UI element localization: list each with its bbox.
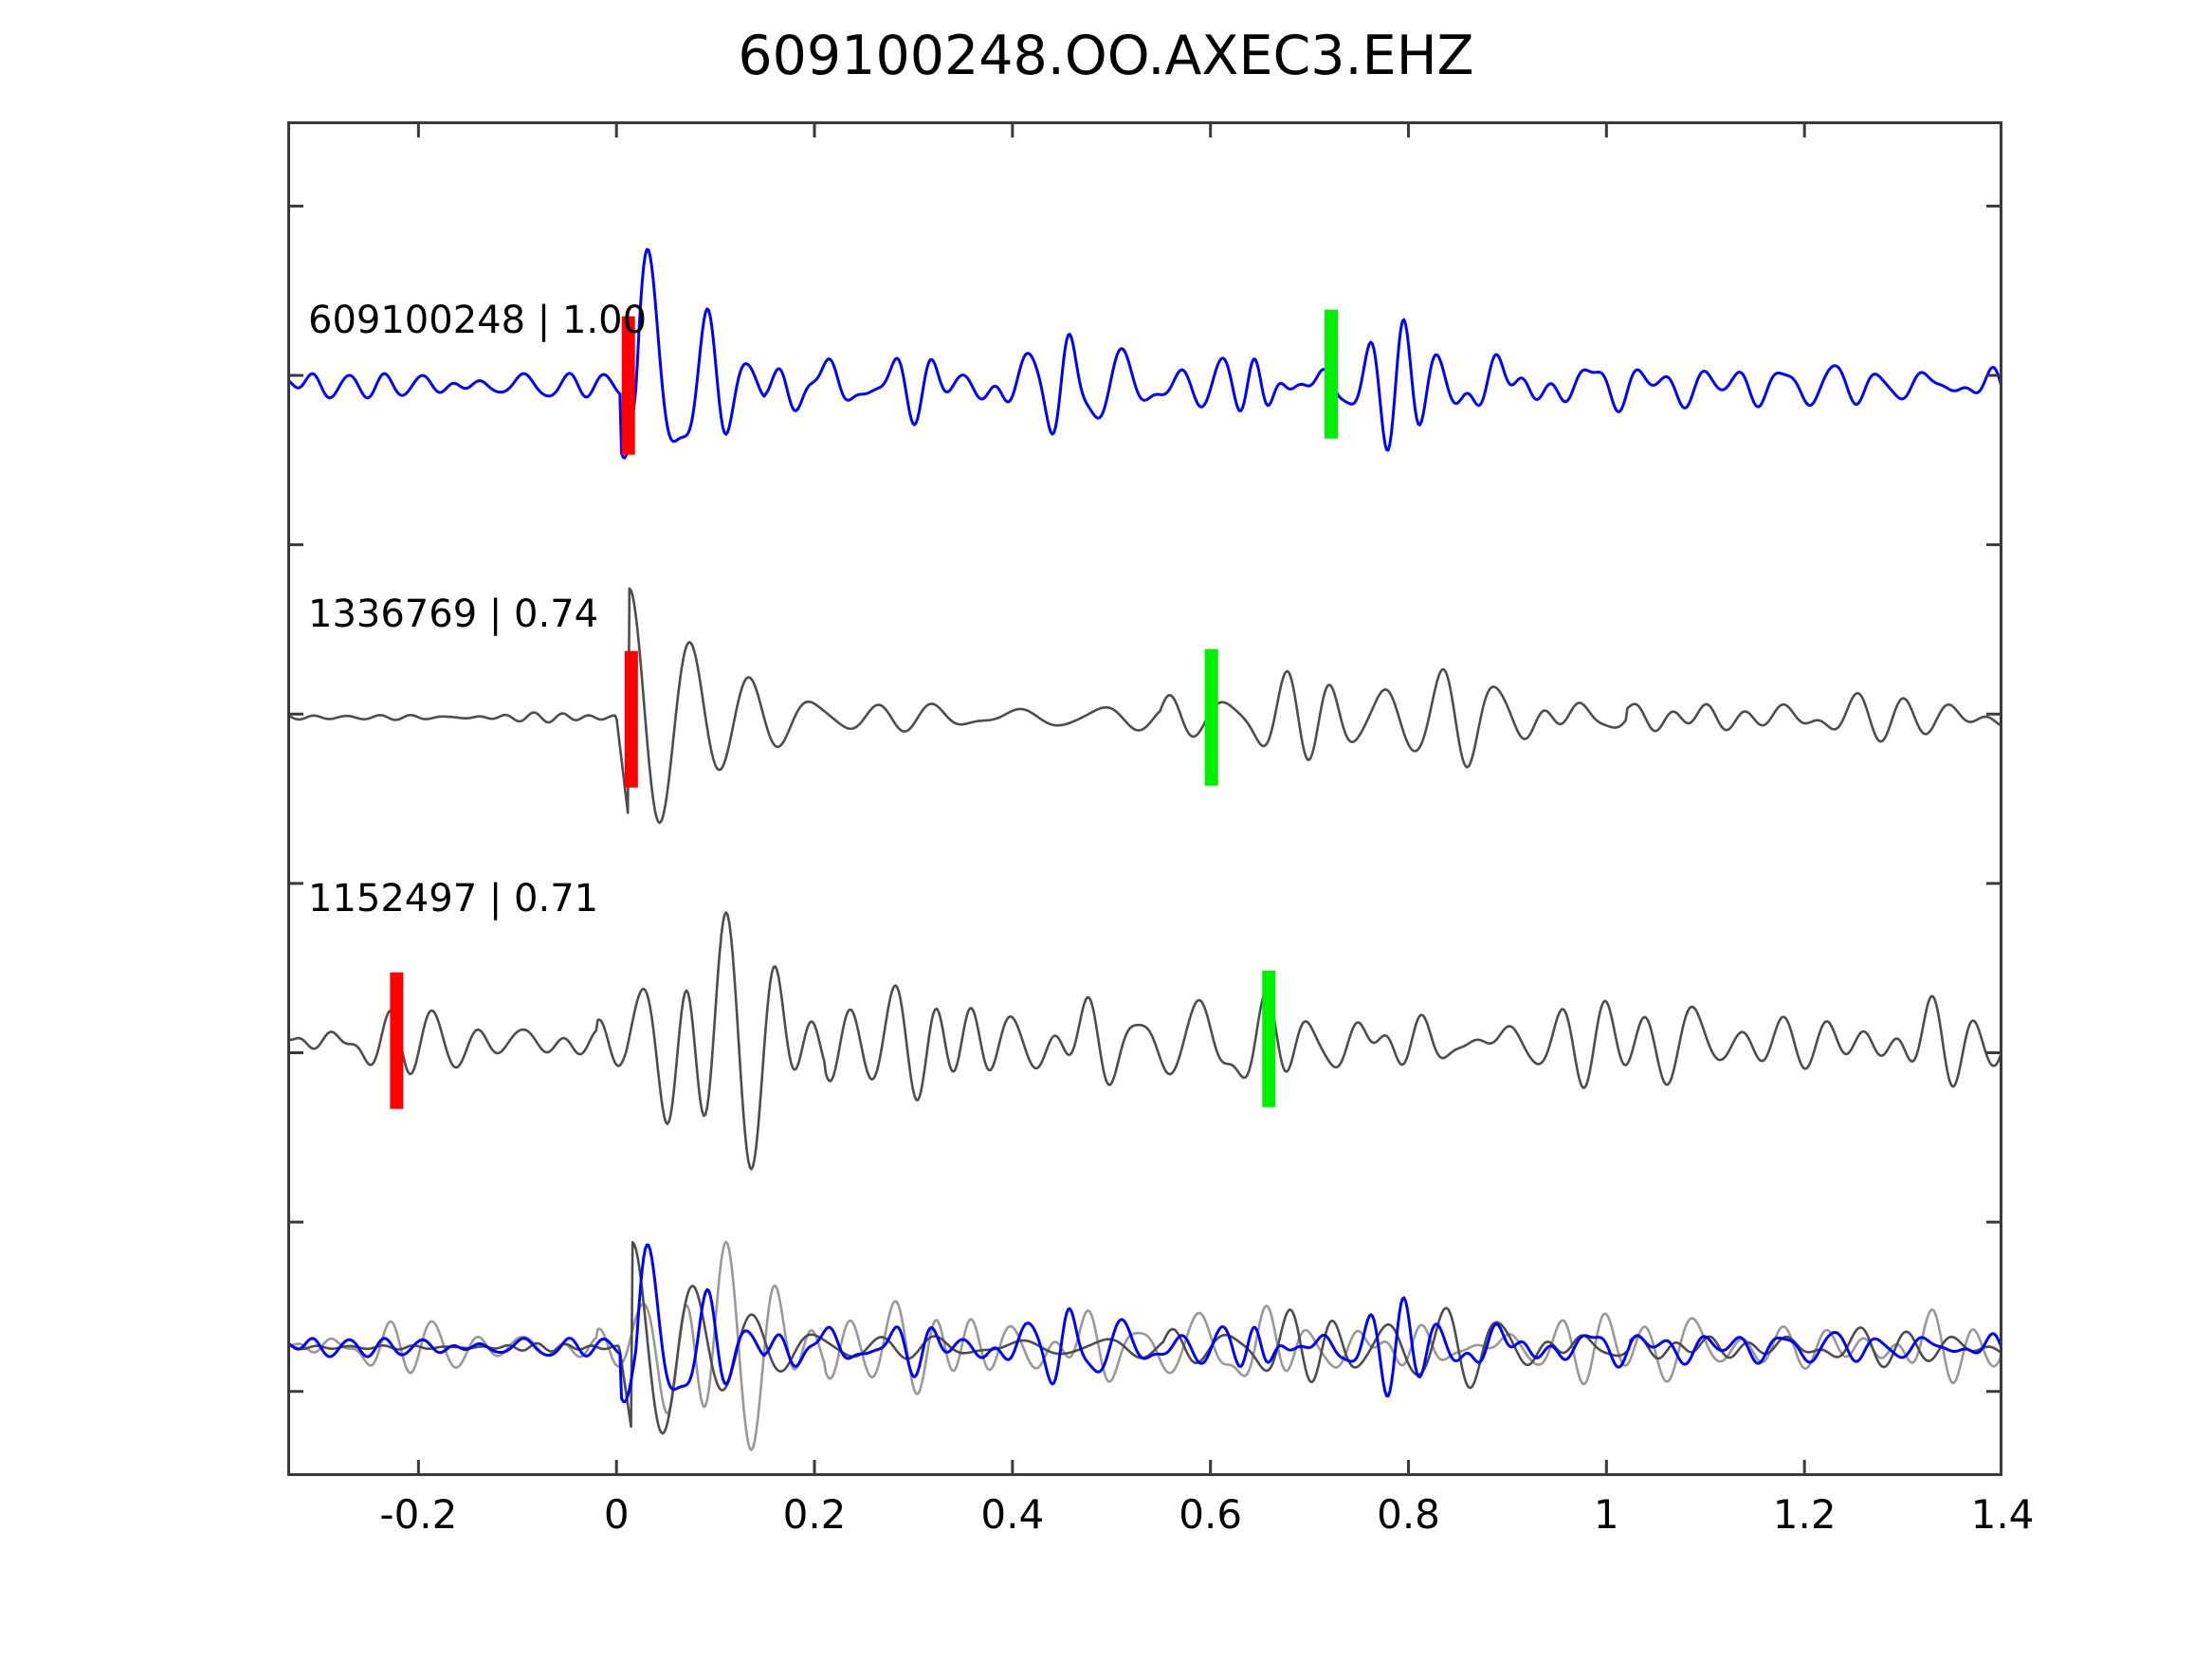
pick-marker-red-1 xyxy=(624,650,638,788)
pick-marker-green-2 xyxy=(1262,970,1276,1107)
overlay-trace-1152497 xyxy=(287,1240,2002,1451)
x-tick-label-5: 0.8 xyxy=(1377,1491,1440,1538)
trace-label-0: 609100248 | 1.00 xyxy=(308,299,648,342)
pick-marker-green-1 xyxy=(1204,648,1218,786)
x-tick-label-4: 0.6 xyxy=(1179,1491,1243,1538)
pick-marker-red-2 xyxy=(390,972,404,1109)
x-tick-label-1: 0 xyxy=(603,1491,630,1538)
x-tick-label-8: 1.4 xyxy=(1970,1491,2035,1538)
pick-marker-green-0 xyxy=(1325,309,1339,439)
plot-axes: 609100248 | 1.00 1336769 | 0.74 1152497 … xyxy=(287,121,2002,1476)
overlay-trace-1336769 xyxy=(287,1241,2002,1435)
trace-label-2: 1152497 | 0.71 xyxy=(308,877,599,921)
page-title: 609100248.OO.AXEC3.EHZ xyxy=(738,25,1474,87)
waveform-canvas xyxy=(287,121,2002,1476)
pick-marker-red-0 xyxy=(621,316,635,455)
x-tick-label-7: 1.2 xyxy=(1772,1491,1837,1538)
overlay-trace-609100248 xyxy=(287,1243,2002,1404)
trace-detection-1336769 xyxy=(287,587,2002,825)
x-tick-label-0: -0.2 xyxy=(379,1491,458,1538)
trace-label-1: 1336769 | 0.74 xyxy=(308,592,599,636)
trace-detection-1152497 xyxy=(287,911,2002,1171)
x-tick-label-6: 1 xyxy=(1593,1491,1619,1538)
x-tick-label-2: 0.2 xyxy=(782,1491,847,1538)
traces-group xyxy=(287,247,2002,1451)
x-tick-label-row: -0.2 0 0.2 0.4 0.6 0.8 1 1.2 1.4 xyxy=(287,1491,2034,1548)
trace-template-609100248 xyxy=(287,247,2002,460)
x-tick-label-3: 0.4 xyxy=(980,1491,1045,1538)
